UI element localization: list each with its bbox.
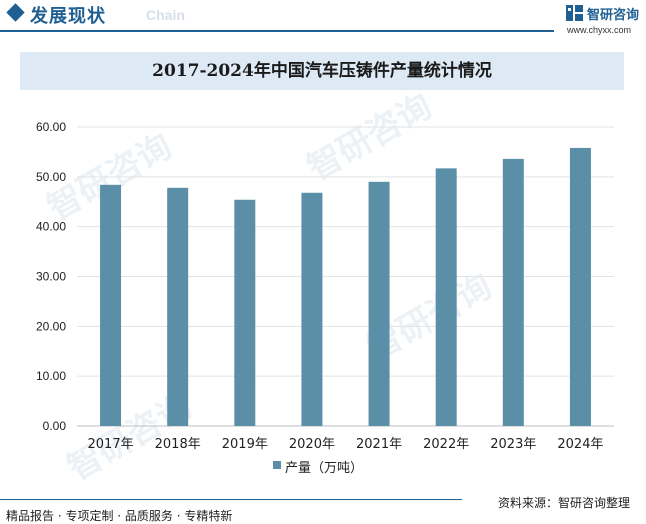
- header: 发展现状 Chain 智研咨询 www.chyxx.com: [0, 0, 646, 35]
- x-tick-labels: 2017年 2018年 2019年 2020年 2021年 2022年 2023年 2024年: [88, 437, 604, 452]
- bar-2019年: [234, 199, 256, 426]
- footer-tagline: 精品报告 · 专项定制 · 品质服务 · 专精特新: [6, 509, 233, 523]
- bar-2020年: [301, 192, 323, 426]
- bar-2022年: [435, 168, 457, 426]
- x-tick-label: 2020年: [289, 437, 335, 452]
- x-tick-label: 2023年: [490, 437, 536, 452]
- brand-name: 智研咨询: [587, 8, 640, 23]
- x-tick-label: 2018年: [155, 437, 201, 452]
- legend-swatch: [273, 461, 281, 469]
- legend-label: 产量（万吨）: [285, 461, 364, 476]
- chart-title-band: [20, 52, 624, 90]
- y-tick-label: 0.00: [43, 419, 67, 433]
- y-tick-labels: 0.00 10.00 20.00 30.00 40.00 50.00 60.00: [36, 120, 66, 433]
- bar-2024年: [569, 147, 591, 426]
- chart-title: 2017-2024年中国汽车压铸件产量统计情况: [152, 61, 492, 81]
- y-tick-label: 10.00: [36, 369, 66, 383]
- brand-url: www.chyxx.com: [567, 25, 632, 35]
- x-tick-label: 2024年: [557, 437, 603, 452]
- footer-divider: [0, 499, 462, 500]
- brand-logo-icon: [566, 5, 583, 21]
- bars: [100, 147, 591, 427]
- y-tick-label: 50.00: [36, 170, 66, 184]
- y-tick-label: 40.00: [36, 220, 66, 234]
- section-title: 发展现状: [30, 6, 106, 27]
- bar-2018年: [167, 187, 189, 426]
- x-tick-label: 2019年: [222, 437, 268, 452]
- x-tick-label: 2021年: [356, 437, 402, 452]
- section-subtitle: Chain: [146, 7, 185, 23]
- bar-2023年: [502, 158, 524, 427]
- bar-2021年: [368, 181, 390, 426]
- x-tick-label: 2017年: [88, 437, 134, 452]
- footer-source: 资料来源：智研咨询整理: [498, 496, 631, 510]
- x-tick-label: 2022年: [423, 437, 469, 452]
- grid-lines: [77, 126, 614, 427]
- y-tick-label: 30.00: [36, 270, 66, 284]
- bar-2017年: [100, 184, 122, 426]
- y-tick-label: 20.00: [36, 319, 66, 333]
- header-divider: [0, 30, 554, 32]
- y-tick-label: 60.00: [36, 120, 66, 134]
